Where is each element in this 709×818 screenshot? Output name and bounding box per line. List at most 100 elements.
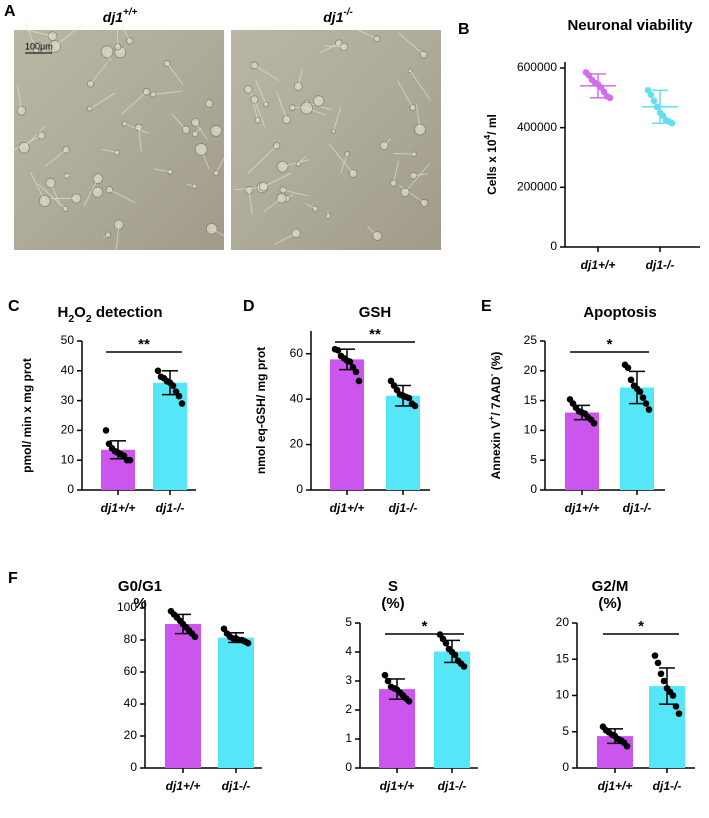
panel-letter: A (4, 3, 16, 20)
neurite (138, 127, 142, 152)
data-point (657, 670, 665, 678)
y-tick-label: 20 (124, 728, 138, 742)
text-segment: + (486, 416, 496, 421)
significance: * (638, 618, 644, 635)
chart-title: G2/M (592, 578, 629, 595)
significance: ** (369, 326, 381, 343)
neurite (23, 126, 46, 148)
data-point (244, 639, 252, 647)
neurite (54, 23, 84, 47)
text-segment: -/- (343, 7, 352, 18)
neurite (102, 234, 109, 239)
y-tick-label: 5 (345, 615, 352, 629)
neurite (106, 51, 111, 61)
data-point (334, 347, 342, 354)
data-point (154, 367, 162, 375)
y-tick-label: 0 (345, 760, 352, 774)
micrograph (231, 30, 441, 250)
neurite (66, 174, 71, 177)
y-axis-label: nmol eq-GSH/ mg prot (254, 347, 268, 474)
neurite (283, 189, 308, 197)
y-tick-label: 0 (562, 760, 569, 774)
y-tick-label: 0 (130, 760, 137, 774)
data-point (191, 633, 199, 641)
data-point (169, 382, 177, 390)
panel-letter: E (481, 298, 492, 315)
neurite (24, 21, 37, 51)
y-tick-label: 80 (124, 632, 138, 646)
text-segment: dj1 (323, 9, 343, 25)
neurite (319, 42, 340, 54)
data-point (668, 119, 676, 127)
neurite (404, 163, 431, 193)
y-tick-label: 400000 (517, 120, 557, 134)
neurite (393, 161, 399, 184)
text-segment: - (486, 373, 496, 376)
neurite (17, 86, 22, 111)
neurite (354, 27, 378, 40)
neurite (152, 90, 183, 95)
neurite (263, 172, 292, 187)
neurite (298, 155, 307, 165)
neurite (153, 168, 171, 173)
y-tick-label: 0 (67, 482, 74, 496)
micrograph (14, 30, 224, 250)
text-segment: 2 (68, 313, 74, 325)
neurite (116, 20, 119, 47)
data-point (672, 703, 680, 710)
data-point (405, 394, 413, 402)
y-tick-label: 60 (124, 664, 138, 678)
data-point (669, 692, 677, 699)
neurite (333, 107, 342, 132)
data-point (627, 376, 635, 384)
x-tick-label: dj1+/+ (166, 779, 201, 793)
cell (213, 170, 220, 177)
y-tick-label: 200000 (517, 179, 557, 193)
y-tick-label: 15 (556, 651, 570, 665)
neurite (274, 233, 297, 245)
x-tick-label: dj1+/+ (330, 501, 365, 515)
neurite (305, 203, 316, 210)
chart-title: G0/G1 (118, 578, 162, 595)
data-point (653, 103, 661, 111)
neurite (367, 225, 378, 237)
neurite (397, 80, 414, 108)
neurite (120, 91, 147, 115)
neurite (248, 190, 253, 215)
micrograph-label: dj1-/- (323, 7, 352, 25)
y-tick-label: 20 (290, 437, 304, 451)
x-tick-label: dj1-/- (653, 779, 682, 793)
neurite (211, 228, 227, 238)
neurite (416, 104, 421, 130)
neurite (297, 69, 303, 87)
y-tick-label: 2 (345, 702, 352, 716)
text-segment: 4 (482, 134, 492, 139)
chart-title: Apoptosis (583, 304, 656, 321)
chart-title: GSH (359, 304, 392, 321)
cell (191, 118, 200, 127)
y-tick-label: 40 (124, 696, 138, 710)
cell (344, 151, 351, 157)
neurite (233, 187, 263, 191)
neurite (276, 91, 288, 120)
data-point (642, 400, 650, 407)
neurite (89, 92, 116, 110)
data-point (660, 677, 668, 685)
text-segment: / ml (485, 114, 499, 135)
x-tick-label: dj1+/+ (565, 501, 600, 515)
data-point (651, 652, 659, 659)
y-tick-label: 3 (345, 673, 352, 687)
y-tick-label: 1 (345, 731, 352, 745)
x-tick-label: dj1-/- (389, 501, 418, 515)
neurite (109, 189, 136, 204)
y-tick-label: 0 (550, 239, 557, 253)
data-point (442, 640, 450, 647)
y-tick-label: 0 (530, 482, 537, 496)
y-tick-label: 20 (524, 363, 538, 377)
neurite (255, 80, 267, 105)
neurite (254, 99, 266, 128)
neurite (50, 182, 61, 206)
cell (38, 195, 51, 207)
data-point (405, 698, 413, 705)
data-point (220, 625, 228, 633)
